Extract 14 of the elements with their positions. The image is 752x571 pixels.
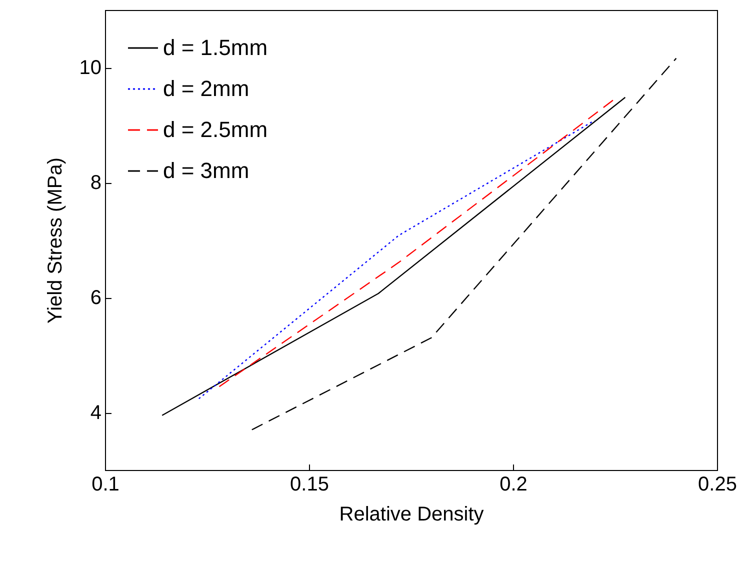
x-tick-label: 0.1 bbox=[92, 474, 120, 496]
y-tick-label: 4 bbox=[90, 402, 102, 424]
x-tick-label: 0.2 bbox=[500, 474, 528, 496]
legend-label: d = 1.5mm bbox=[163, 35, 268, 60]
x-tick-label: 0.15 bbox=[290, 474, 329, 496]
legend-label: d = 2mm bbox=[163, 76, 250, 101]
x-axis-title: Relative Density bbox=[339, 504, 484, 526]
y-tick-label: 8 bbox=[90, 172, 102, 194]
y-axis-title: Yield Stress (MPa) bbox=[44, 158, 66, 324]
y-tick-label: 6 bbox=[90, 287, 102, 309]
y-tick-label: 10 bbox=[79, 57, 102, 79]
legend-label: d = 3mm bbox=[163, 158, 250, 183]
legend-label: d = 2.5mm bbox=[163, 117, 268, 142]
x-tick-label: 0.25 bbox=[698, 474, 737, 496]
